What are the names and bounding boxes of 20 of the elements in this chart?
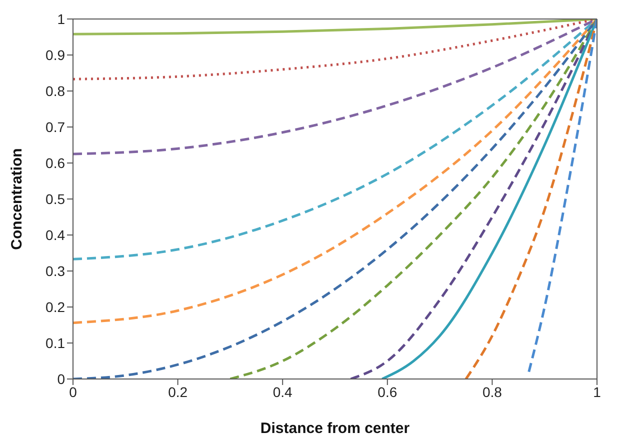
y-tick-label: 0.6: [46, 154, 66, 171]
y-tick-label: 1: [57, 10, 66, 27]
x-tick-label: 0.4: [272, 384, 293, 400]
y-tick-label: 0: [57, 370, 66, 387]
x-tick-label: 0.2: [168, 384, 188, 400]
x-tick-label: 1: [593, 384, 602, 400]
y-tick-label: 0.7: [46, 118, 66, 135]
y-tick-label: 0.4: [46, 226, 66, 243]
y-axis-title: Concentration: [8, 148, 26, 250]
y-tick-label: 0.5: [46, 190, 66, 207]
y-tick-label: 0.1: [46, 334, 66, 351]
x-tick-label: 0: [69, 384, 78, 400]
x-tick-label: 0.8: [482, 384, 502, 400]
line-series: [528, 19, 597, 374]
y-tick-label: 0.3: [46, 262, 66, 279]
y-tick-label: 0.9: [46, 46, 66, 63]
y-tick-label: 0.2: [46, 298, 66, 315]
x-axis-title: Distance from center: [260, 420, 410, 437]
x-tick-label: 0.6: [378, 384, 398, 400]
y-tick-label: 0.8: [46, 82, 66, 99]
